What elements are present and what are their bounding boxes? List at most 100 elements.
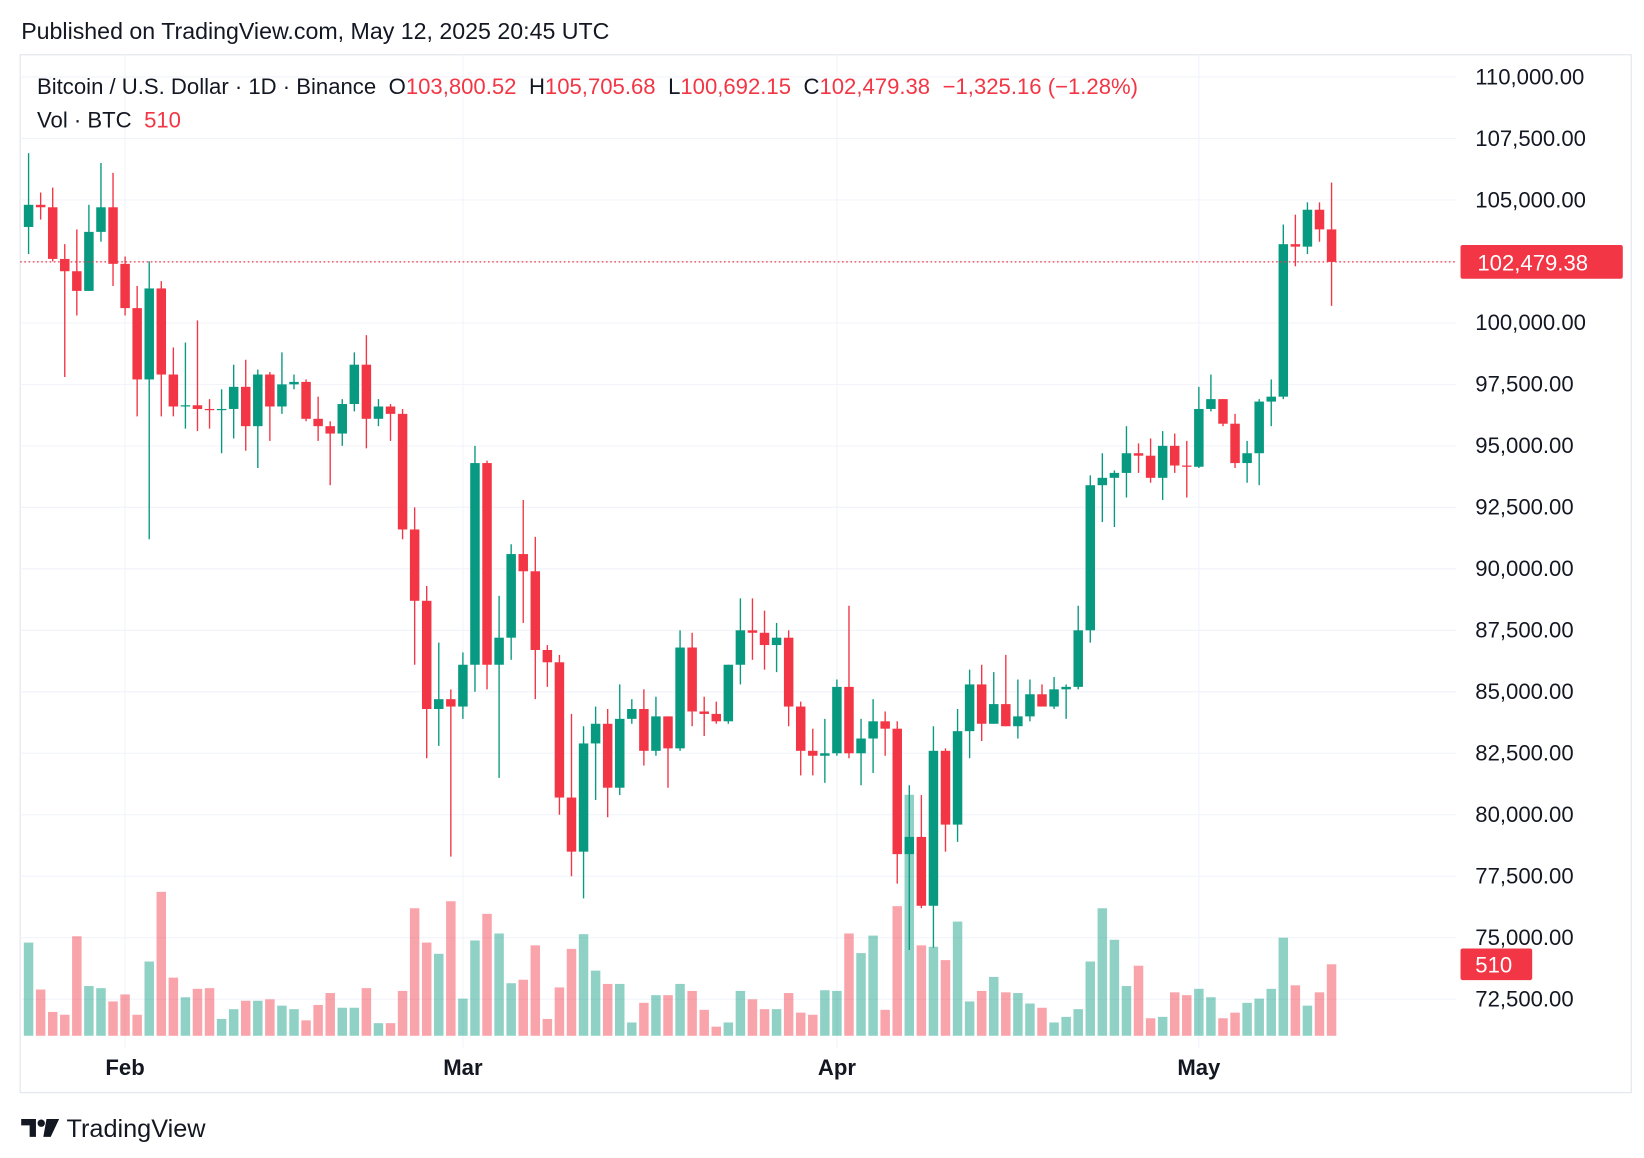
candle-body bbox=[663, 716, 673, 749]
candle-body bbox=[72, 271, 82, 291]
volume-bar bbox=[771, 1009, 782, 1036]
symbol: Bitcoin / U.S. Dollar · 1D · Binance bbox=[37, 74, 376, 99]
volume-bar bbox=[1302, 1005, 1313, 1036]
volume-bar bbox=[615, 983, 625, 1036]
y-tick-label: 72,500.00 bbox=[1475, 987, 1573, 1012]
volume-bar bbox=[759, 1009, 770, 1036]
candle-body bbox=[989, 704, 999, 724]
volume-bar bbox=[1037, 1007, 1047, 1036]
low-value: 100,692.15 bbox=[680, 74, 791, 99]
h-key: H bbox=[529, 74, 545, 99]
candle-body bbox=[651, 716, 661, 751]
candle-body bbox=[385, 406, 396, 414]
volume-bar bbox=[446, 901, 456, 1036]
candle-body bbox=[168, 374, 179, 407]
volume-bar bbox=[84, 986, 94, 1036]
brand-name: TradingView bbox=[67, 1115, 207, 1143]
candle-body bbox=[434, 699, 444, 710]
candle-body bbox=[277, 384, 287, 407]
volume-bar bbox=[1049, 1022, 1059, 1036]
volume-bar bbox=[397, 990, 408, 1036]
volume-bar bbox=[325, 993, 335, 1036]
candle-body bbox=[602, 723, 613, 788]
candle-body bbox=[494, 637, 504, 665]
y-tick-label: 110,000.00 bbox=[1475, 64, 1584, 89]
candle-body bbox=[808, 750, 818, 756]
candle-body bbox=[1206, 399, 1216, 409]
volume-bar bbox=[192, 988, 203, 1036]
y-tick-label: 82,500.00 bbox=[1475, 741, 1573, 766]
volume-bar bbox=[1061, 1016, 1071, 1036]
volume-bar bbox=[530, 945, 541, 1036]
y-tick-label: 95,000.00 bbox=[1475, 433, 1573, 458]
volume-bar bbox=[1013, 993, 1023, 1036]
volume-bar bbox=[892, 906, 902, 1036]
l-key: L bbox=[668, 74, 680, 99]
volume-bar bbox=[1133, 965, 1144, 1036]
candle-body bbox=[904, 836, 915, 855]
volume-bar bbox=[976, 990, 987, 1036]
candle-body bbox=[1121, 453, 1132, 473]
candle-body bbox=[35, 204, 46, 208]
y-tick-label: 90,000.00 bbox=[1475, 556, 1573, 581]
volume-bar bbox=[747, 999, 758, 1036]
candle-body bbox=[952, 731, 963, 825]
candle-body bbox=[530, 571, 541, 650]
volume-bar bbox=[602, 983, 613, 1036]
y-tick-label: 92,500.00 bbox=[1475, 495, 1573, 520]
volume-bar bbox=[421, 942, 432, 1036]
y-tick-label: 85,000.00 bbox=[1475, 679, 1573, 704]
volume-bar bbox=[385, 1023, 396, 1036]
volume-bar bbox=[313, 1004, 323, 1036]
volume-bar bbox=[1194, 988, 1204, 1036]
candle-body bbox=[880, 721, 890, 729]
volume-bar bbox=[228, 1009, 239, 1036]
candle-body bbox=[325, 426, 335, 434]
volume-bar bbox=[518, 979, 528, 1036]
volume-bar bbox=[783, 993, 794, 1036]
candle-body bbox=[675, 647, 685, 749]
candle-body bbox=[349, 364, 360, 405]
volume-label-box bbox=[1460, 948, 1533, 981]
volume-bar bbox=[856, 953, 866, 1036]
volume-bar bbox=[928, 946, 939, 1036]
volume-bar bbox=[868, 935, 878, 1036]
candle-body bbox=[615, 718, 625, 788]
candle-body bbox=[228, 386, 239, 409]
candle-body bbox=[916, 836, 927, 906]
candle-body bbox=[627, 709, 637, 719]
candle-body bbox=[1145, 455, 1156, 478]
candle-body bbox=[108, 207, 118, 264]
volume-bar bbox=[1121, 986, 1132, 1036]
volume-bar bbox=[542, 1018, 553, 1036]
volume-bar bbox=[590, 970, 601, 1036]
candles bbox=[20, 153, 1457, 951]
volume-bar bbox=[277, 1005, 287, 1036]
volume-bar bbox=[1254, 998, 1264, 1036]
candle-body bbox=[1266, 396, 1276, 402]
candle-body bbox=[518, 554, 528, 572]
candle-body bbox=[892, 728, 902, 855]
volume-bar bbox=[337, 1007, 347, 1036]
volume-name: Vol · BTC bbox=[37, 107, 132, 132]
candle-body bbox=[265, 374, 275, 407]
o-key: O bbox=[389, 74, 406, 99]
volume-bar bbox=[35, 989, 46, 1036]
volume-pane bbox=[23, 794, 1337, 1036]
volume-bar bbox=[1025, 1003, 1035, 1036]
volume-bar bbox=[578, 934, 589, 1036]
candle-body bbox=[1326, 229, 1337, 262]
volume-bar bbox=[795, 1012, 806, 1036]
volume-bar bbox=[651, 995, 661, 1036]
open-value: 103,800.52 bbox=[406, 74, 517, 99]
volume-bar bbox=[506, 983, 516, 1036]
candle-body bbox=[361, 364, 372, 419]
volume-bar bbox=[663, 995, 673, 1036]
volume-bar bbox=[627, 1022, 637, 1036]
candle-body bbox=[470, 463, 480, 665]
volume-bar bbox=[675, 983, 685, 1036]
candle-body bbox=[542, 649, 553, 663]
volume-bar bbox=[470, 940, 480, 1036]
candle-body bbox=[289, 381, 299, 385]
candle-body bbox=[590, 723, 601, 744]
